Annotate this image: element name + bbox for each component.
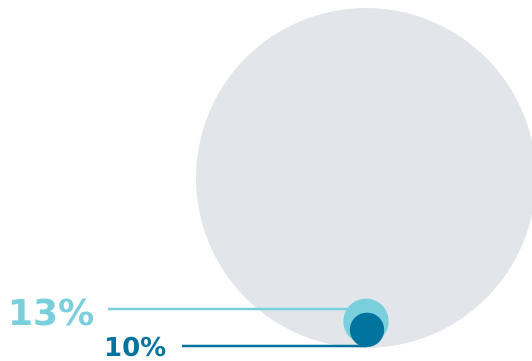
label-10-percent: 10% [104,333,166,361]
label-13-percent: 13% [8,293,94,334]
circle-total [196,8,532,348]
circle-10-percent [349,312,385,347]
